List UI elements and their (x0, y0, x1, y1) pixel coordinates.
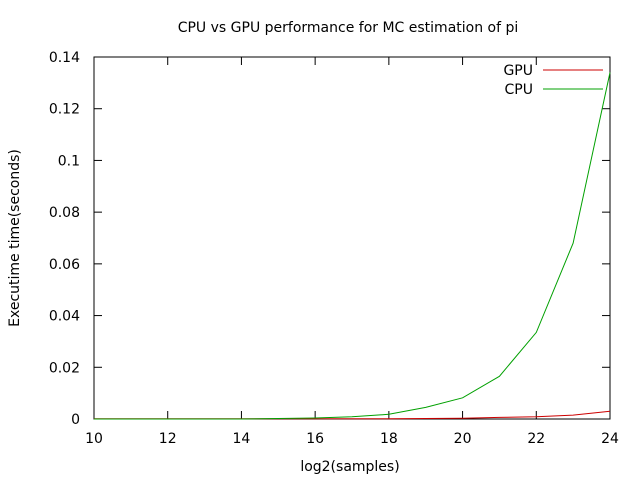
y-tick-label: 0.1 (58, 153, 80, 169)
plot-area-border (93, 56, 611, 420)
x-tick-label: 14 (233, 431, 251, 447)
series-line-cpu (94, 72, 611, 420)
y-tick-label: 0 (71, 412, 80, 428)
legend-label-gpu: GPU (503, 63, 533, 79)
axis-ticks (93, 56, 611, 420)
chart-title: CPU vs GPU performance for MC estimation… (178, 20, 519, 36)
x-tick-label: 10 (85, 431, 103, 447)
y-tick-label: 0.02 (49, 360, 80, 376)
axis-tick-labels: 10 12 14 16 18 20 22 24 0 0.02 0.04 0.06 0.08 0.1 0.12… (49, 50, 619, 447)
legend: GPU CPU (503, 63, 603, 98)
series-line-gpu (94, 410, 611, 420)
x-tick-label: 22 (527, 431, 545, 447)
y-tick-label: 0.08 (49, 205, 80, 221)
x-tick-label: 24 (601, 431, 619, 447)
y-tick-label: 0.14 (49, 50, 80, 66)
y-tick-label: 0.04 (49, 309, 80, 325)
x-axis-title: log2(samples) (300, 459, 399, 475)
y-axis-title: Executime time(seconds) (7, 149, 23, 327)
x-tick-label: 20 (454, 431, 472, 447)
x-tick-label: 12 (159, 431, 177, 447)
x-tick-label: 18 (380, 431, 398, 447)
y-tick-label: 0.12 (49, 102, 80, 118)
legend-label-cpu: CPU (505, 82, 533, 98)
series-lines (94, 72, 611, 420)
y-tick-label: 0.06 (49, 257, 80, 273)
x-tick-label: 16 (306, 431, 324, 447)
